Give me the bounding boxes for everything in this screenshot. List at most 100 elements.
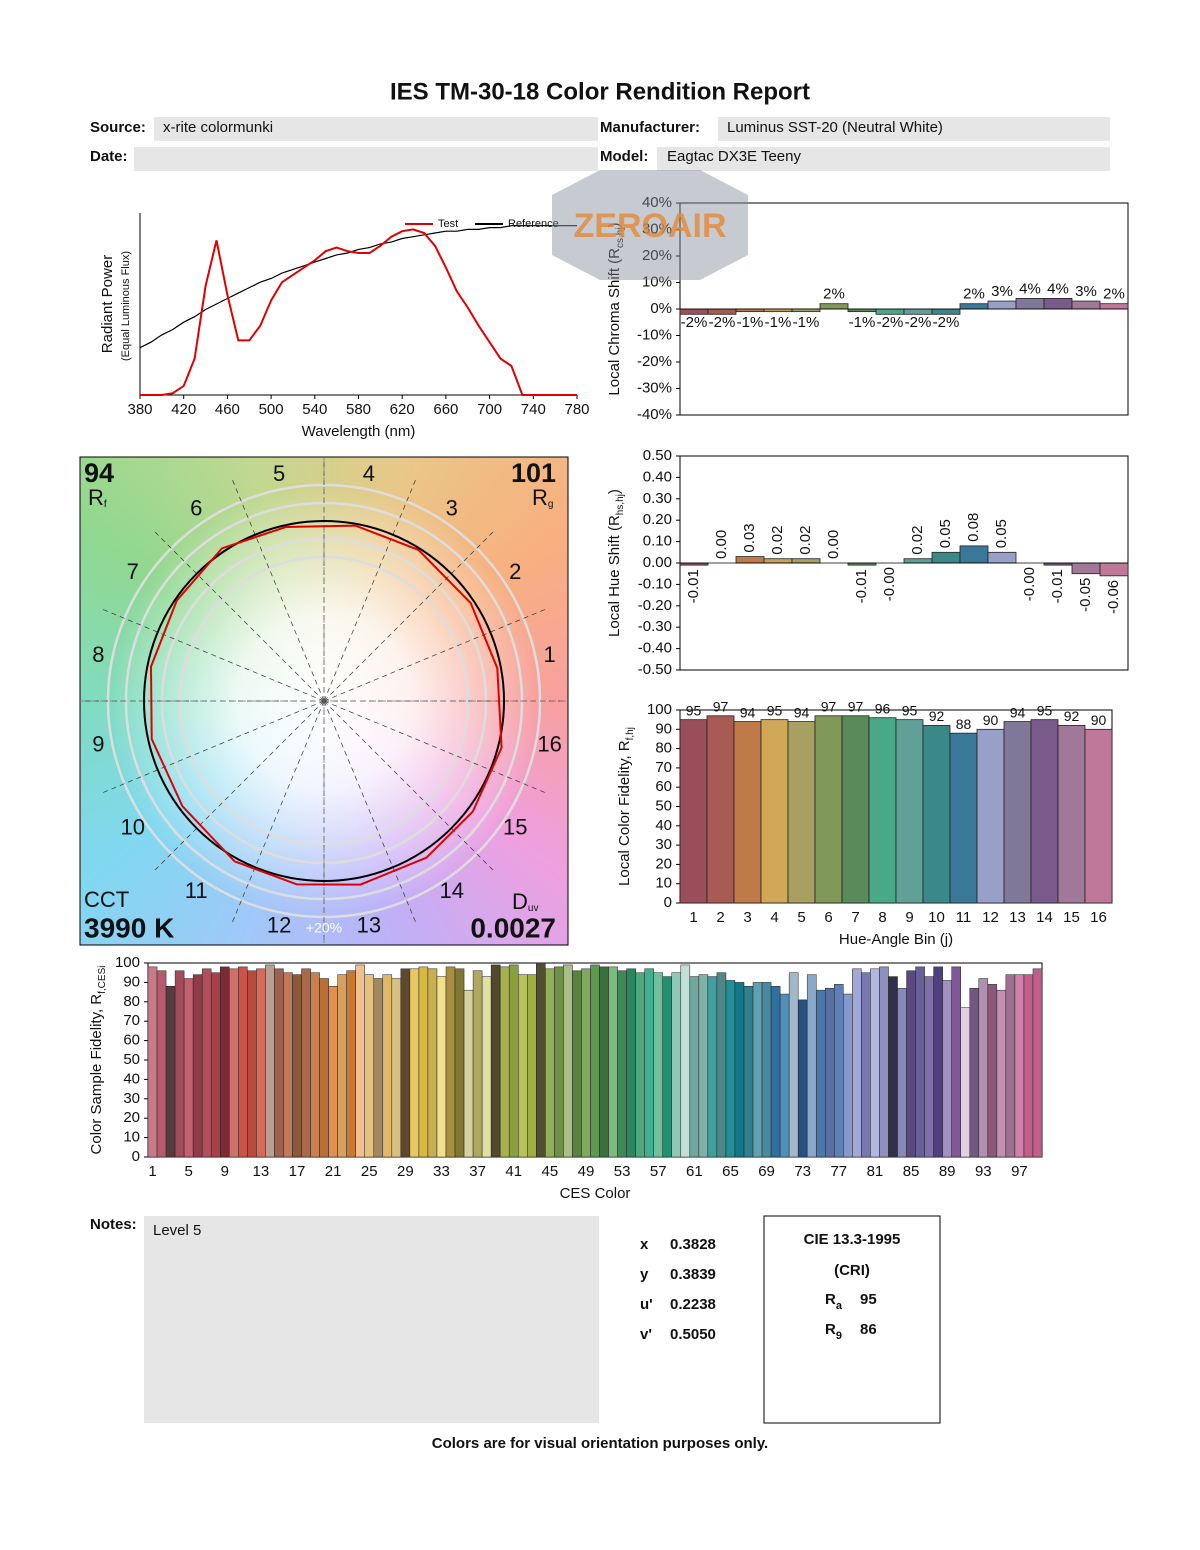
cri-label: R [825, 1321, 836, 1338]
bar [490, 964, 501, 1158]
value-label: 0.03 [741, 523, 758, 552]
bar [734, 982, 745, 1158]
bin-divider [102, 700, 325, 794]
x-tick-label: 45 [542, 1163, 559, 1180]
value-label: -2% [709, 314, 736, 331]
bin-label: 15 [503, 815, 527, 840]
value-label: 94 [740, 704, 756, 720]
bin-label: 4 [363, 461, 375, 486]
field-value: Luminus SST-20 (Neutral White) [727, 119, 943, 136]
bar [897, 987, 907, 1158]
value-label: -0.01 [1049, 569, 1066, 603]
bar [922, 725, 951, 904]
y-tick-label: 0.10 [643, 533, 672, 550]
y-tick-label: -0.10 [638, 575, 672, 592]
bar [1084, 728, 1113, 904]
field-label: Manufacturer: [600, 119, 700, 136]
duv-label-part: uv [528, 903, 539, 914]
bar [608, 966, 618, 1158]
bar [626, 968, 636, 1158]
bin-divider [323, 700, 494, 871]
bin-divider [323, 700, 417, 923]
value-label: 3% [991, 283, 1013, 300]
bar [635, 972, 645, 1158]
x-tick-label: 6 [824, 909, 832, 926]
bar [841, 715, 870, 904]
x-tick-label: 15 [1063, 909, 1080, 926]
y-axis-label-part: Local Chroma Shift (R [606, 248, 623, 396]
value-label: -2% [905, 314, 932, 331]
chromaticity-value: 0.3828 [670, 1236, 716, 1253]
test-polygon [149, 524, 503, 886]
bin-label: 5 [273, 461, 285, 486]
y-axis-label-part: Color Sample Fidelity, R [88, 994, 105, 1155]
bar [788, 972, 799, 1158]
value-label: -1% [849, 314, 876, 331]
cri-box [763, 1215, 941, 1424]
rg-label-part: R [532, 485, 548, 510]
bar [679, 719, 708, 904]
bar [147, 966, 158, 1158]
x-tick-label: 5 [184, 1163, 192, 1180]
bar [256, 968, 266, 1158]
y-tick-label: 10 [123, 1129, 140, 1146]
y-tick-label: 50 [123, 1051, 140, 1068]
x-axis-label: Wavelength (nm) [302, 423, 416, 440]
bar [969, 987, 980, 1158]
y-tick-label: 90 [655, 720, 672, 737]
bar [517, 974, 528, 1158]
value-label: 96 [875, 700, 891, 716]
x-tick-label: 7 [851, 909, 859, 926]
x-tick-label: 73 [794, 1163, 811, 1180]
bar [373, 978, 384, 1158]
cri-sub: a [836, 1300, 843, 1312]
y-tick-label: 20 [655, 855, 672, 872]
rg-label-part: g [548, 499, 554, 510]
y-tick-label: 60 [655, 778, 672, 795]
y-tick-label: 10% [642, 273, 672, 290]
value-label: 2% [963, 286, 985, 303]
bar [960, 1007, 971, 1158]
title: IES TM-30-18 Color Rendition Report [390, 78, 810, 105]
rf-value: 94 [84, 458, 114, 488]
x-tick-label: 13 [1009, 909, 1026, 926]
y-tick-label: 0 [132, 1148, 140, 1165]
cct-value: 3990 K [84, 912, 174, 943]
value-label: -0.06 [1105, 580, 1122, 614]
bar [653, 972, 663, 1158]
chromaticity-label: y [640, 1266, 649, 1283]
bin-label: 1 [543, 642, 555, 667]
x-tick-label: 3 [743, 909, 751, 926]
value-label: -0.00 [1021, 567, 1038, 601]
bar [834, 984, 844, 1158]
y-axis-label-part: ) [606, 222, 623, 227]
bar [1099, 303, 1129, 310]
cri-value: 95 [860, 1291, 877, 1308]
bin-divider [231, 479, 325, 702]
x-tick-label: 700 [477, 401, 502, 418]
bar [996, 989, 1007, 1158]
value-label: 95 [1037, 702, 1053, 718]
x-tick-label: 740 [521, 401, 546, 418]
y-tick-label: 0.50 [643, 447, 672, 464]
chromaticity-value: 0.3839 [670, 1266, 716, 1283]
bar [951, 966, 961, 1158]
bin-label: 7 [127, 559, 139, 584]
bar [572, 970, 582, 1158]
reference-circle [143, 520, 505, 882]
y-tick-label: 30% [642, 220, 672, 237]
field-label: Model: [600, 148, 648, 165]
bar [706, 715, 735, 904]
x-tick-label: 580 [346, 401, 371, 418]
bar [959, 545, 989, 564]
bar [219, 966, 230, 1158]
bar [346, 970, 356, 1158]
y-axis-note: (Equal Luminous Flux) [120, 251, 132, 361]
bar [1023, 974, 1034, 1158]
x-tick-label: 1 [148, 1163, 156, 1180]
bar [1014, 974, 1025, 1158]
value-label: 0.05 [993, 519, 1010, 548]
y-tick-label: 60 [123, 1032, 140, 1049]
bar [391, 978, 402, 1158]
